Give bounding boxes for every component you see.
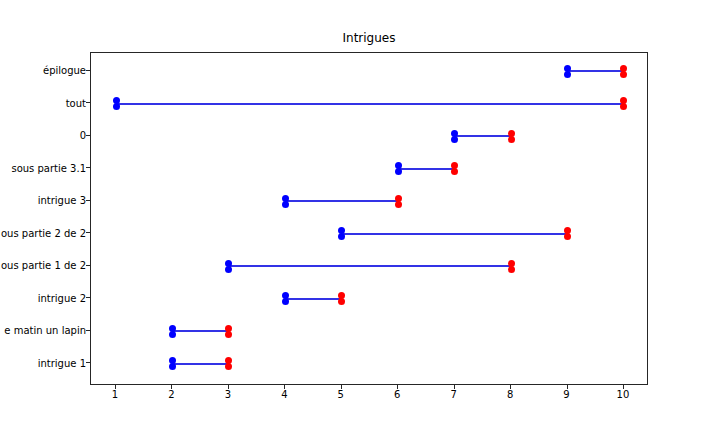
- end-marker-dot: [395, 201, 402, 208]
- y-axis-category-label: ous partie 2 de 2: [1, 227, 86, 238]
- y-tick-mark: [86, 135, 90, 136]
- x-axis-tick-label: 4: [281, 389, 287, 400]
- y-tick-mark: [86, 297, 90, 298]
- x-axis-tick-label: 7: [450, 389, 456, 400]
- y-axis-category-label: intrigue 2: [38, 292, 86, 303]
- y-tick-mark: [86, 70, 90, 71]
- x-axis-tick-label: 2: [168, 389, 174, 400]
- y-tick-mark: [86, 167, 90, 168]
- start-marker-dot: [225, 266, 232, 273]
- start-marker-dot: [113, 103, 120, 110]
- chart-figure: Intrigues 1 2 3 4 5 6 7 8 9 10 épilogue tout 0 sous p…: [0, 0, 720, 432]
- task-line: [285, 200, 398, 202]
- start-marker-dot: [282, 298, 289, 305]
- y-axis-category-label: intrigue 3: [38, 195, 86, 206]
- start-marker-dot: [338, 233, 345, 240]
- start-marker-dot: [395, 168, 402, 175]
- end-marker-dot: [225, 363, 232, 370]
- task-line: [285, 298, 341, 300]
- end-marker-dot: [620, 71, 627, 78]
- chart-title: Intrigues: [90, 31, 648, 45]
- x-axis-tick-label: 9: [563, 389, 569, 400]
- start-marker-dot: [169, 363, 176, 370]
- y-axis-category-label: sous partie 3.1: [11, 162, 86, 173]
- end-marker-dot: [225, 331, 232, 338]
- y-tick-mark: [86, 200, 90, 201]
- y-tick-mark: [86, 330, 90, 331]
- end-marker-dot: [620, 103, 627, 110]
- task-line: [398, 168, 454, 170]
- y-axis-category-label: tout: [66, 97, 86, 108]
- task-line: [568, 70, 624, 72]
- y-tick-mark: [86, 232, 90, 233]
- x-axis-tick-label: 1: [112, 389, 118, 400]
- y-axis-category-label: intrigue 1: [38, 357, 86, 368]
- y-axis-category-label: ous partie 1 de 2: [1, 260, 86, 271]
- x-axis-tick-label: 6: [394, 389, 400, 400]
- plot-area: [90, 52, 648, 385]
- y-tick-mark: [86, 102, 90, 103]
- start-marker-dot: [169, 331, 176, 338]
- y-tick-mark: [86, 362, 90, 363]
- x-axis-tick-label: 5: [338, 389, 344, 400]
- end-marker-dot: [451, 168, 458, 175]
- y-tick-mark: [86, 265, 90, 266]
- start-marker-dot: [282, 201, 289, 208]
- task-line: [455, 135, 511, 137]
- task-line: [172, 330, 228, 332]
- y-axis-category-label: 0: [80, 130, 86, 141]
- task-line: [342, 233, 568, 235]
- task-line: [172, 363, 228, 365]
- x-axis-tick-label: 10: [617, 389, 630, 400]
- start-marker-dot: [451, 136, 458, 143]
- end-marker-dot: [338, 298, 345, 305]
- start-marker-dot: [564, 71, 571, 78]
- y-axis-category-label: e matin un lapin: [4, 325, 86, 336]
- task-line: [229, 265, 511, 267]
- y-axis-category-label: épilogue: [43, 65, 86, 76]
- task-line: [116, 103, 624, 105]
- end-marker-dot: [508, 266, 515, 273]
- end-marker-dot: [564, 233, 571, 240]
- x-axis-tick-label: 8: [507, 389, 513, 400]
- end-marker-dot: [508, 136, 515, 143]
- x-axis-tick-label: 3: [225, 389, 231, 400]
